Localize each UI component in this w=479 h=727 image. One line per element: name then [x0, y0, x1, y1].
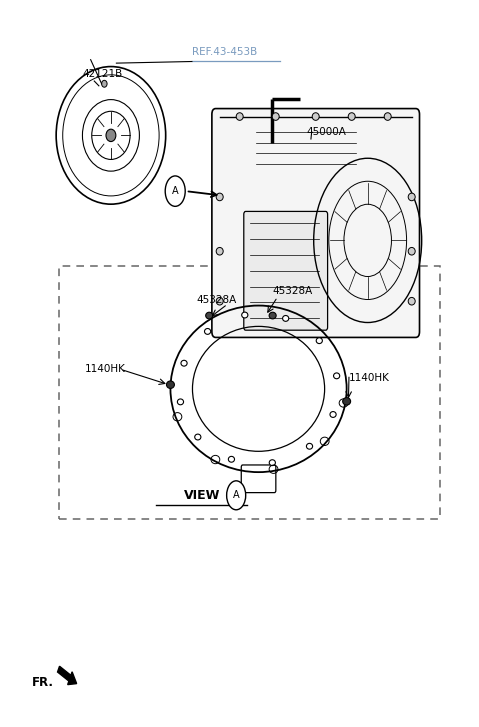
- Text: 45000A: 45000A: [306, 126, 346, 137]
- Ellipse shape: [177, 399, 183, 405]
- Ellipse shape: [330, 411, 336, 417]
- Ellipse shape: [216, 297, 223, 305]
- Ellipse shape: [228, 457, 235, 462]
- Ellipse shape: [167, 381, 174, 388]
- Ellipse shape: [216, 247, 223, 255]
- Ellipse shape: [106, 129, 116, 142]
- Ellipse shape: [272, 113, 279, 121]
- Ellipse shape: [333, 373, 340, 379]
- Text: FR.: FR.: [33, 675, 54, 688]
- Ellipse shape: [242, 312, 248, 318]
- Text: A: A: [172, 186, 179, 196]
- Ellipse shape: [408, 193, 415, 201]
- Text: VIEW: VIEW: [184, 489, 220, 502]
- Ellipse shape: [181, 361, 187, 366]
- FancyArrow shape: [57, 666, 77, 685]
- Ellipse shape: [384, 113, 391, 121]
- FancyBboxPatch shape: [244, 212, 328, 330]
- Bar: [58, 266, 440, 519]
- Text: 1140HK: 1140HK: [85, 364, 125, 374]
- Ellipse shape: [283, 316, 289, 321]
- Text: A: A: [233, 490, 240, 500]
- Ellipse shape: [195, 434, 201, 440]
- Ellipse shape: [348, 113, 355, 121]
- Ellipse shape: [408, 247, 415, 255]
- Ellipse shape: [236, 113, 243, 121]
- Ellipse shape: [316, 338, 322, 344]
- Ellipse shape: [269, 312, 276, 319]
- Circle shape: [165, 176, 185, 206]
- Circle shape: [227, 481, 246, 510]
- Text: 45328A: 45328A: [197, 294, 237, 305]
- Ellipse shape: [312, 113, 319, 121]
- Ellipse shape: [307, 443, 313, 449]
- Text: REF.43-453B: REF.43-453B: [192, 47, 257, 57]
- Ellipse shape: [102, 80, 107, 87]
- Ellipse shape: [205, 312, 213, 319]
- Ellipse shape: [342, 398, 351, 405]
- Ellipse shape: [269, 459, 275, 465]
- Ellipse shape: [216, 193, 223, 201]
- Text: 42121B: 42121B: [82, 69, 123, 79]
- Ellipse shape: [408, 297, 415, 305]
- Text: 1140HK: 1140HK: [349, 373, 390, 383]
- Ellipse shape: [205, 329, 211, 334]
- Text: 45328A: 45328A: [273, 286, 313, 296]
- FancyBboxPatch shape: [212, 108, 420, 337]
